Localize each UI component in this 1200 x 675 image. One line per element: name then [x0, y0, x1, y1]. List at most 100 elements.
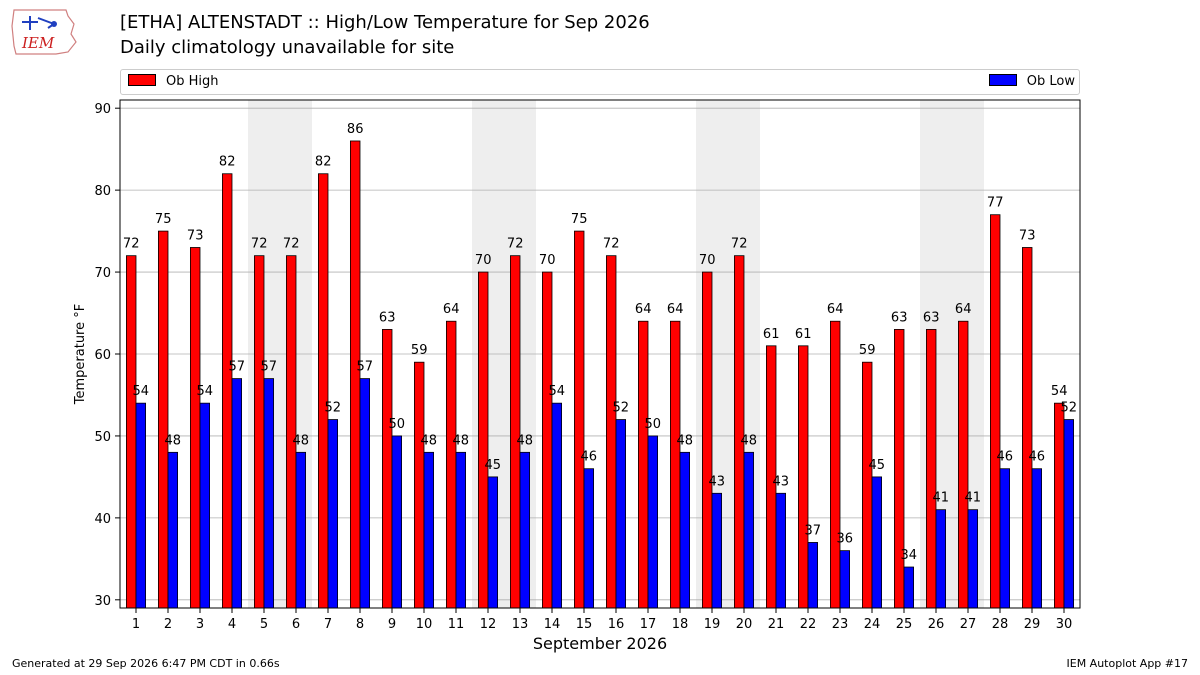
data-label-high: 61: [795, 327, 812, 342]
data-label-low: 36: [837, 532, 854, 547]
y-tick-label: 40: [94, 512, 111, 527]
iem-logo: IEM: [11, 9, 77, 55]
data-label-high: 72: [731, 237, 748, 252]
data-label-low: 48: [421, 433, 438, 448]
bar-low: [359, 378, 371, 609]
data-label-low: 43: [709, 474, 726, 489]
data-label-low: 45: [869, 458, 886, 473]
x-tick-label: 8: [356, 617, 364, 632]
data-label-low: 52: [325, 401, 342, 416]
x-axis-label: September 2026: [533, 634, 667, 653]
bar-low: [263, 378, 275, 609]
data-label-low: 50: [645, 417, 662, 432]
bar-high: [1022, 247, 1033, 609]
x-tick-label: 27: [960, 617, 977, 632]
x-tick-label: 23: [832, 617, 849, 632]
x-tick-label: 26: [928, 617, 945, 632]
x-tick-label: 7: [324, 617, 332, 632]
data-label-high: 72: [507, 237, 524, 252]
legend-swatch-high: [128, 74, 156, 86]
data-label-low: 48: [293, 433, 310, 448]
legend-label-high: Ob High: [166, 74, 219, 89]
y-tick-label: 70: [94, 266, 111, 281]
x-tick-label: 2: [164, 617, 172, 632]
bar-high: [381, 329, 393, 609]
bar-low: [519, 451, 531, 609]
logo-text: IEM: [21, 34, 55, 52]
bar-high: [894, 329, 905, 609]
data-label-high: 77: [987, 196, 1004, 211]
bar-high: [285, 255, 297, 609]
data-label-low: 46: [581, 450, 598, 465]
bar-low: [135, 402, 147, 609]
x-tick-label: 9: [388, 617, 396, 632]
data-label-high: 72: [283, 237, 300, 252]
data-label-high: 73: [187, 228, 204, 243]
bar-low: [647, 435, 659, 609]
data-label-high: 64: [955, 302, 972, 317]
bar-low: [199, 402, 211, 609]
bar-low: [455, 451, 467, 609]
x-tick-label: 28: [992, 617, 1009, 632]
bar-low: [615, 419, 627, 609]
data-label-low: 48: [741, 433, 758, 448]
bar-high: [317, 173, 329, 609]
x-tick-label: 24: [864, 617, 881, 632]
data-label-low: 52: [1061, 401, 1078, 416]
bar-high: [734, 255, 745, 609]
legend-item-low: Ob Low: [988, 74, 1075, 89]
bar-high: [798, 345, 809, 609]
bar-high: [157, 230, 169, 609]
bar-low: [967, 509, 979, 609]
data-label-high: 63: [891, 310, 908, 325]
bar-low: [295, 451, 307, 609]
data-label-low: 54: [133, 384, 150, 399]
x-tick-label: 21: [768, 617, 785, 632]
data-label-high: 64: [635, 302, 652, 317]
data-label-high: 61: [763, 327, 780, 342]
data-label-high: 59: [411, 343, 428, 358]
data-label-high: 82: [315, 155, 332, 170]
bar-high: [926, 329, 937, 609]
data-label-low: 52: [613, 401, 630, 416]
y-tick-label: 30: [94, 594, 111, 609]
data-label-high: 64: [827, 302, 844, 317]
data-label-low: 45: [485, 458, 502, 473]
data-label-high: 70: [699, 253, 716, 268]
data-label-low: 57: [261, 360, 278, 375]
plot-frame: [119, 99, 1081, 609]
bar-high: [830, 320, 841, 609]
data-label-high: 64: [667, 302, 684, 317]
bar-high: [413, 361, 425, 609]
data-label-high: 54: [1051, 384, 1068, 399]
x-tick-label: 12: [480, 617, 497, 632]
data-label-high: 75: [155, 212, 172, 227]
bar-high: [606, 255, 617, 609]
bar-low: [391, 435, 403, 609]
bar-high: [477, 271, 489, 609]
data-label-high: 82: [219, 155, 236, 170]
bar-low: [423, 451, 435, 609]
x-tick-label: 20: [736, 617, 753, 632]
x-tick-label: 6: [292, 617, 300, 632]
footer-generated: Generated at 29 Sep 2026 6:47 PM CDT in …: [12, 657, 280, 670]
data-label-low: 48: [517, 433, 534, 448]
y-tick-label: 80: [94, 184, 111, 199]
bar-low: [583, 468, 595, 609]
data-label-high: 75: [571, 212, 588, 227]
data-label-high: 72: [251, 237, 268, 252]
bar-high: [1054, 402, 1065, 609]
x-tick-label: 18: [672, 617, 689, 632]
bar-low: [1031, 468, 1043, 609]
bar-high: [253, 255, 265, 609]
legend: Ob High Ob Low: [120, 69, 1080, 95]
bar-low: [1063, 419, 1075, 609]
y-tick-label: 90: [94, 102, 111, 117]
x-tick-label: 19: [704, 617, 721, 632]
data-label-high: 70: [475, 253, 492, 268]
y-tick-label: 60: [94, 348, 111, 363]
bar-low: [839, 550, 851, 609]
bar-low: [935, 509, 947, 609]
data-label-low: 54: [197, 384, 214, 399]
